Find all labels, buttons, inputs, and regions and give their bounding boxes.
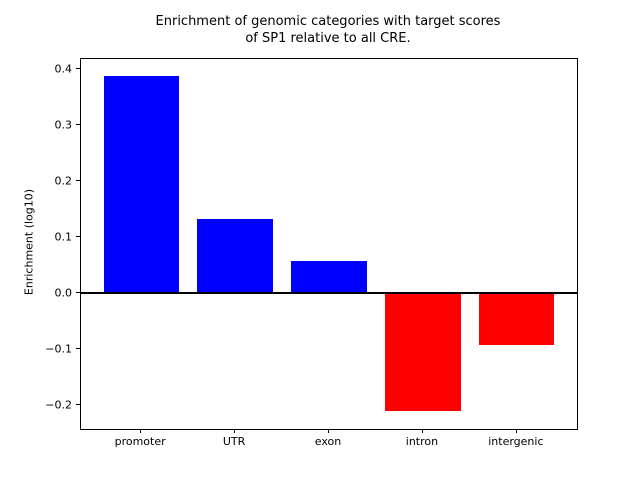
y-tick-label: 0.0 [54, 286, 73, 300]
bar-intron [385, 293, 461, 412]
bar-promoter [103, 75, 179, 294]
x-tick-label-intergenic: intergenic [488, 435, 544, 448]
y-tick-label: 0.3 [54, 118, 73, 132]
x-tick-mark [234, 429, 236, 433]
chart-title-line-1: Enrichment of genomic categories with ta… [155, 14, 501, 29]
y-tick-mark [76, 68, 80, 70]
x-tick-mark [140, 429, 142, 433]
y-tick-mark [76, 292, 80, 294]
bar-intergenic [479, 293, 555, 345]
x-tick-mark [421, 429, 423, 433]
y-axis-label: Enrichment (log10) [22, 188, 36, 296]
plot-area [80, 58, 578, 430]
bar-exon [291, 261, 367, 294]
chart-title: Enrichment of genomic categories with ta… [80, 13, 576, 47]
y-tick-mark [76, 236, 80, 238]
x-tick-label-exon: exon [314, 435, 342, 448]
y-tick-mark [76, 348, 80, 350]
chart-title-line-2: of SP1 relative to all CRE. [245, 31, 411, 46]
y-tick-label: −0.2 [45, 398, 72, 412]
y-tick-label: 0.4 [54, 62, 73, 76]
bar-UTR [197, 218, 273, 294]
x-tick-label-UTR: UTR [222, 435, 246, 448]
x-tick-mark [328, 429, 329, 433]
x-tick-label-intron: intron [405, 435, 439, 448]
x-tick-mark [515, 429, 517, 433]
y-tick-label: 0.2 [54, 174, 73, 188]
y-tick-mark [76, 404, 80, 406]
zero-line [81, 292, 577, 295]
x-tick-label-promoter: promoter [114, 435, 166, 448]
y-tick-label: 0.1 [54, 230, 73, 244]
y-tick-label: −0.1 [45, 342, 72, 356]
y-tick-mark [76, 124, 80, 126]
y-tick-mark [76, 180, 80, 182]
